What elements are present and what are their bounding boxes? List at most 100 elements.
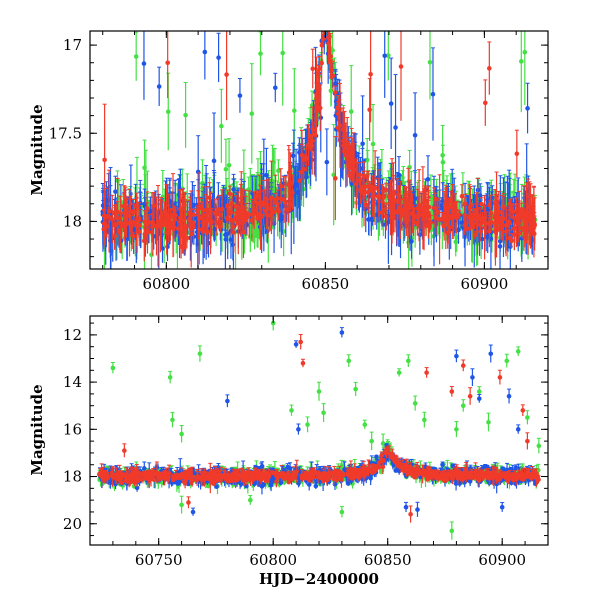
data-point xyxy=(433,215,439,221)
data-point xyxy=(497,226,503,231)
data-point xyxy=(162,209,167,214)
data-point xyxy=(509,238,514,244)
data-point xyxy=(327,57,332,63)
data-point xyxy=(445,219,451,224)
data-point xyxy=(350,159,356,165)
data-point xyxy=(326,17,331,22)
data-point xyxy=(113,209,119,214)
data-point xyxy=(335,105,340,111)
data-point xyxy=(448,198,454,203)
data-point xyxy=(459,193,465,199)
data-point xyxy=(131,209,137,214)
data-point xyxy=(412,133,418,138)
data-point xyxy=(109,216,115,222)
data-point xyxy=(320,36,326,42)
data-point xyxy=(323,6,328,11)
data-point xyxy=(333,176,338,181)
data-point xyxy=(501,216,506,222)
data-point xyxy=(487,228,492,234)
data-point xyxy=(225,203,230,208)
data-point xyxy=(362,190,368,195)
data-point xyxy=(187,211,192,216)
data-point xyxy=(347,173,353,179)
data-point xyxy=(390,215,396,221)
data-point xyxy=(469,218,475,223)
data-point xyxy=(516,212,522,217)
data-point xyxy=(532,223,537,228)
data-point xyxy=(216,55,221,60)
data-point xyxy=(231,187,236,192)
data-point xyxy=(383,222,388,227)
data-point xyxy=(102,157,107,163)
data-point xyxy=(519,236,525,241)
data-point xyxy=(462,213,468,218)
data-point xyxy=(224,72,229,77)
data-point xyxy=(521,227,527,233)
data-point xyxy=(495,216,500,221)
series-green xyxy=(97,316,542,540)
data-point xyxy=(368,217,374,222)
data-point xyxy=(317,105,323,111)
data-point xyxy=(399,212,405,218)
data-point xyxy=(370,141,376,147)
data-point xyxy=(190,212,196,217)
data-point xyxy=(191,221,196,226)
data-point xyxy=(522,49,528,55)
data-point xyxy=(354,181,359,187)
data-point xyxy=(326,35,331,40)
data-point xyxy=(267,213,273,218)
data-point xyxy=(506,219,512,225)
data-point xyxy=(477,222,483,227)
data-point xyxy=(379,210,385,215)
data-point xyxy=(235,220,241,226)
top-plot-frame xyxy=(89,30,549,270)
data-point xyxy=(280,50,286,56)
data-point xyxy=(511,226,517,231)
data-point xyxy=(382,53,388,59)
data-point xyxy=(452,201,458,207)
data-point xyxy=(106,214,112,219)
data-point xyxy=(324,159,330,165)
data-point xyxy=(435,210,440,215)
data-point xyxy=(150,221,156,227)
data-point xyxy=(264,202,270,208)
data-point xyxy=(119,223,124,228)
data-point xyxy=(288,195,293,201)
data-point xyxy=(200,229,206,234)
data-point xyxy=(184,235,190,241)
data-point xyxy=(357,172,362,177)
data-point xyxy=(466,214,472,220)
data-point xyxy=(297,178,302,184)
data-point xyxy=(427,59,433,65)
data-point xyxy=(401,207,406,213)
data-point xyxy=(451,214,457,220)
x-tick-label: 60800 xyxy=(142,275,190,293)
data-point xyxy=(332,90,338,95)
data-point xyxy=(223,237,228,242)
y-tick-label: 17 xyxy=(63,36,82,54)
data-point xyxy=(367,107,372,113)
data-point xyxy=(394,209,400,215)
data-point xyxy=(130,233,136,239)
data-point xyxy=(402,192,408,198)
data-point xyxy=(409,239,414,244)
data-point xyxy=(479,201,484,207)
data-point xyxy=(258,51,263,56)
data-point xyxy=(101,213,107,218)
data-point xyxy=(249,111,255,116)
data-point xyxy=(479,236,485,242)
y-tick-label: 17.5 xyxy=(49,124,82,142)
data-point xyxy=(233,215,239,220)
data-point xyxy=(165,109,171,115)
data-point xyxy=(165,244,170,250)
data-point xyxy=(163,220,168,225)
data-point xyxy=(194,208,200,214)
data-point xyxy=(251,208,257,213)
data-point xyxy=(189,231,194,237)
data-point xyxy=(128,209,133,214)
data-point xyxy=(149,229,155,235)
data-point xyxy=(292,108,297,113)
data-point xyxy=(497,244,503,249)
data-point xyxy=(290,153,296,159)
